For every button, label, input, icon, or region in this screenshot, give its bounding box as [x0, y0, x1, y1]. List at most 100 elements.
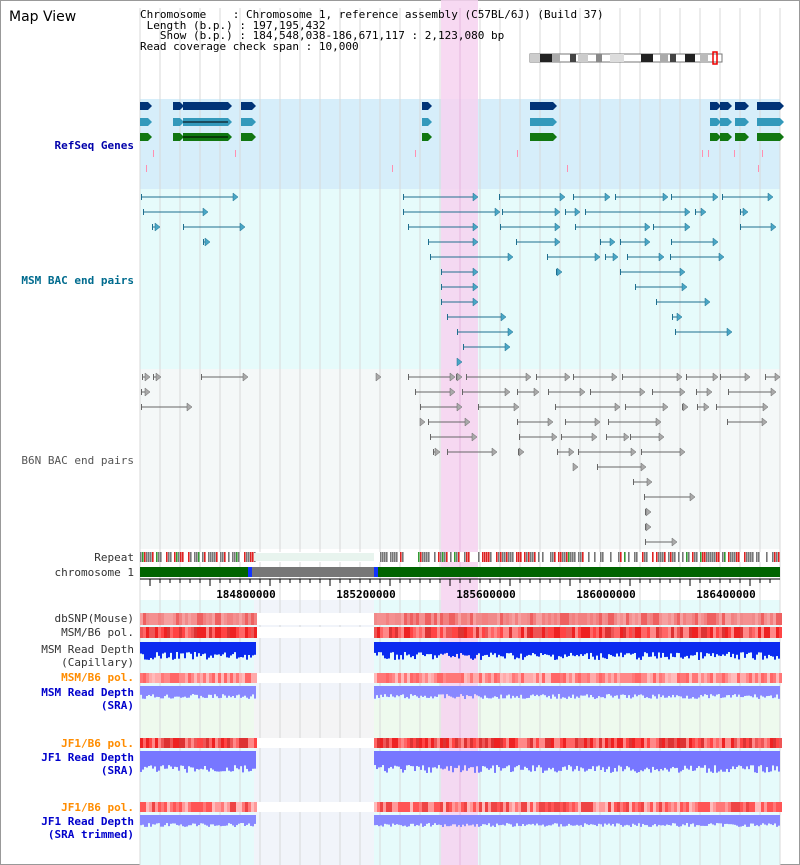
jf1-depth-sra-bar	[668, 751, 670, 772]
msm-b6-pol2-cell	[695, 673, 698, 683]
msm-b6-pol2-cell	[203, 673, 206, 683]
jf1-depth-trim-bar	[620, 815, 622, 825]
msm-b6-pol2-cell	[446, 673, 449, 683]
msm-b6-pol-cell	[197, 627, 200, 638]
jf1-b6-pol2-cell	[719, 802, 722, 812]
msm-b6-pol2-cell	[233, 673, 236, 683]
jf1-depth-trim-bar	[502, 815, 504, 825]
msm-b6-pol-cell	[767, 627, 770, 638]
msm-depth-cap-bar	[522, 642, 524, 660]
msm-depth-cap-bar	[660, 642, 662, 658]
msm-depth-cap-bar	[540, 642, 542, 654]
jf1-depth-sra-bar	[518, 751, 520, 766]
msm-depth-sra-bar	[190, 686, 192, 696]
msm-depth-sra-bar	[226, 686, 228, 698]
msm-b6-pol-cell	[503, 627, 506, 638]
gene-arrow	[745, 118, 749, 126]
msm-bac-end	[141, 194, 142, 200]
msm-bac-end-arrow	[718, 252, 725, 262]
jf1-depth-sra-bar	[508, 751, 510, 766]
msm-depth-cap-bar	[474, 642, 476, 659]
track-label-jf1-depth-trim[interactable]: JF1 Read Depth	[41, 815, 134, 828]
track-label-repeat[interactable]: Repeat	[94, 551, 134, 564]
jf1-depth-sra-bar	[646, 751, 648, 768]
dbsnp-cell	[263, 613, 266, 625]
jf1-depth-sra-bar	[558, 751, 560, 771]
msm-b6-pol2-cell	[374, 673, 377, 683]
track-label-jf1-depth-sra[interactable]: JF1 Read Depth	[41, 751, 134, 764]
jf1-b6-pol2-cell	[293, 802, 296, 812]
jf1-b6-pol-cell	[410, 738, 413, 748]
msm-bac-end-arrow	[472, 267, 479, 277]
msm-depth-cap-bar	[600, 642, 602, 654]
dbsnp-cell	[479, 613, 482, 625]
msm-b6-pol2-cell	[683, 673, 686, 683]
msm-b6-pol2-cell	[287, 673, 290, 683]
track-label-jf1-b6-pol[interactable]: JF1/B6 pol.	[61, 737, 134, 750]
jf1-b6-pol-cell	[545, 738, 548, 748]
dbsnp-cell	[692, 613, 695, 625]
msm-b6-pol2-cell	[311, 673, 314, 683]
track-label-b6n-bac[interactable]: B6N BAC end pairs	[21, 454, 134, 467]
jf1-b6-pol-cell	[293, 738, 296, 748]
jf1-depth-trim-bar	[758, 815, 760, 827]
jf1-depth-trim-bar	[500, 815, 502, 826]
msm-depth-sra-bar	[772, 686, 774, 699]
track-label-refseq[interactable]: RefSeq Genes	[54, 139, 134, 152]
msm-b6-pol2-cell	[698, 673, 701, 683]
jf1-b6-pol2-cell	[347, 802, 350, 812]
jf1-b6-pol-cell	[623, 738, 626, 748]
track-label-msm-b6-pol-2[interactable]: MSM/B6 pol.	[61, 671, 134, 684]
msm-depth-sra-bar	[760, 686, 762, 696]
jf1-b6-pol2-cell	[227, 802, 230, 812]
dbsnp-cell	[677, 613, 680, 625]
msm-b6-pol-cell	[410, 627, 413, 638]
track-label-msm-bac[interactable]: MSM BAC end pairs	[21, 274, 134, 287]
msm-depth-sra-bar	[744, 686, 746, 696]
gene-arrow	[780, 133, 784, 141]
jf1-b6-pol-cell	[188, 738, 191, 748]
msm-depth-sra-bar	[396, 686, 398, 696]
gap-region	[254, 600, 374, 865]
jf1-depth-sra-bar	[196, 751, 198, 769]
track-label-msm-depth-sra[interactable]: MSM Read Depth	[41, 686, 134, 699]
jf1-depth-sra-bar	[526, 751, 528, 769]
ideogram-band	[641, 54, 653, 62]
msm-b6-pol2-cell	[449, 673, 452, 683]
dbsnp-cell	[491, 613, 494, 625]
jf1-b6-pol-cell	[344, 738, 347, 748]
jf1-b6-pol2-cell	[482, 802, 485, 812]
jf1-b6-pol-cell	[767, 738, 770, 748]
jf1-depth-sra-bar	[724, 751, 726, 772]
msm-depth-sra-bar	[754, 686, 756, 695]
track-label-msm-b6-pol[interactable]: MSM/B6 pol.	[61, 626, 134, 639]
jf1-b6-pol2-cell	[230, 802, 233, 812]
jf1-depth-trim-bar	[156, 815, 158, 824]
msm-b6-pol2-cell	[305, 673, 308, 683]
msm-depth-cap-bar	[478, 642, 480, 654]
msm-b6-pol-cell	[179, 627, 182, 638]
jf1-depth-sra-bar	[622, 751, 624, 772]
msm-depth-sra-bar	[560, 686, 562, 699]
jf1-depth-trim-bar	[206, 815, 208, 826]
msm-b6-pol2-cell	[767, 673, 770, 683]
jf1-depth-trim-bar	[562, 815, 564, 827]
msm-depth-sra-bar	[624, 686, 626, 695]
msm-depth-cap-bar	[492, 642, 494, 655]
msm-bac-end-arrow	[658, 252, 665, 262]
jf1-depth-sra-bar	[444, 751, 446, 769]
repeat-element	[252, 552, 254, 562]
track-label-dbsnp[interactable]: dbSNP(Mouse)	[54, 612, 134, 625]
gene-glyph	[173, 118, 180, 126]
track-label-jf1-b6-pol-2[interactable]: JF1/B6 pol.	[61, 801, 134, 814]
track-label-msm-depth-cap[interactable]: MSM Read Depth	[41, 643, 134, 656]
msm-b6-pol2-cell	[551, 673, 554, 683]
dbsnp-cell	[497, 613, 500, 625]
gene-glyph	[422, 133, 428, 141]
jf1-depth-sra-bar	[144, 751, 146, 767]
msm-depth-sra-bar	[476, 686, 478, 696]
b6n-bac-end-arrow	[449, 372, 456, 382]
msm-depth-sra-bar	[618, 686, 620, 699]
dbsnp-cell	[461, 613, 464, 625]
dbsnp-cell	[593, 613, 596, 625]
